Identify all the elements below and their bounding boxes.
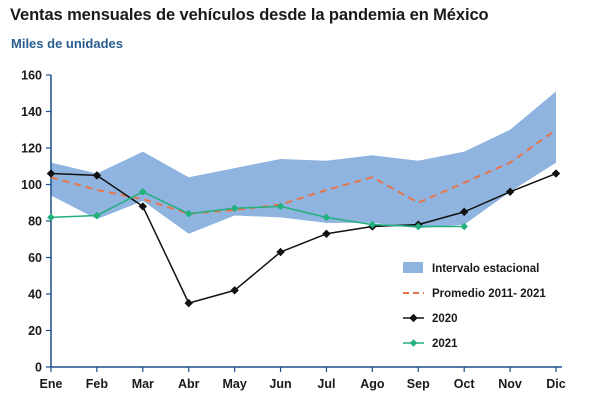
y-tick-label: 120	[21, 142, 42, 156]
y-tick-label: 140	[21, 105, 42, 119]
x-tick-label: Oct	[454, 377, 476, 391]
x-tick-label: May	[222, 377, 246, 391]
series-point-2	[139, 188, 147, 196]
x-tick-label: Jul	[317, 377, 335, 391]
x-tick-label: Ago	[360, 377, 385, 391]
chart-subtitle: Miles de unidades	[11, 36, 123, 51]
legend-swatch-marker-1	[409, 313, 418, 323]
series-point-1	[92, 171, 102, 180]
y-tick-label: 20	[28, 324, 42, 338]
y-tick-label: 160	[21, 69, 42, 83]
series-line-1	[50, 172, 557, 304]
x-tick-label: Feb	[86, 377, 109, 391]
y-tick-label: 40	[28, 288, 42, 302]
series-point-1	[184, 298, 193, 308]
legend-label-2: 2021	[432, 338, 458, 350]
series-point-2	[322, 213, 331, 222]
series-point-1	[459, 207, 469, 217]
series-line-2	[50, 191, 465, 228]
series-point-1	[230, 286, 239, 295]
series-line-0	[50, 128, 557, 215]
legend-swatch-marker-2	[409, 339, 418, 347]
x-tick-label: Jun	[269, 377, 291, 391]
series-point-2	[93, 211, 101, 220]
series-point-2	[47, 213, 55, 222]
series-point-2	[368, 220, 377, 229]
legend-label-0: Promedio 2011- 2021	[432, 288, 546, 300]
x-tick-label: Nov	[498, 377, 522, 391]
series-point-2	[276, 202, 285, 211]
y-tick-label: 100	[21, 178, 42, 192]
y-tick-label: 80	[28, 215, 42, 229]
x-tick-label: Dic	[546, 377, 566, 391]
x-tick-label: Abr	[178, 377, 200, 391]
series-point-2	[184, 209, 193, 218]
series-point-1	[551, 169, 561, 178]
series-point-1	[46, 169, 56, 178]
y-tick-label: 60	[28, 251, 42, 265]
series-point-2	[230, 204, 239, 213]
x-tick-label: Mar	[132, 377, 154, 391]
chart-title: Ventas mensuales de vehículos desde la p…	[10, 6, 489, 24]
x-tick-label: Ene	[40, 377, 63, 391]
legend-swatch-band	[403, 262, 423, 273]
series-point-1	[138, 202, 148, 211]
legend-label-1: 2020	[432, 313, 458, 325]
series-point-2	[414, 222, 423, 231]
series-point-2	[460, 222, 468, 231]
legend-label-band: Intervalo estacional	[432, 263, 539, 275]
seasonal-interval-band	[51, 91, 556, 234]
series-point-1	[276, 247, 285, 257]
y-tick-label: 0	[35, 361, 42, 375]
series-point-1	[322, 229, 331, 238]
x-tick-label: Sep	[407, 377, 430, 391]
series-point-1	[505, 187, 515, 196]
